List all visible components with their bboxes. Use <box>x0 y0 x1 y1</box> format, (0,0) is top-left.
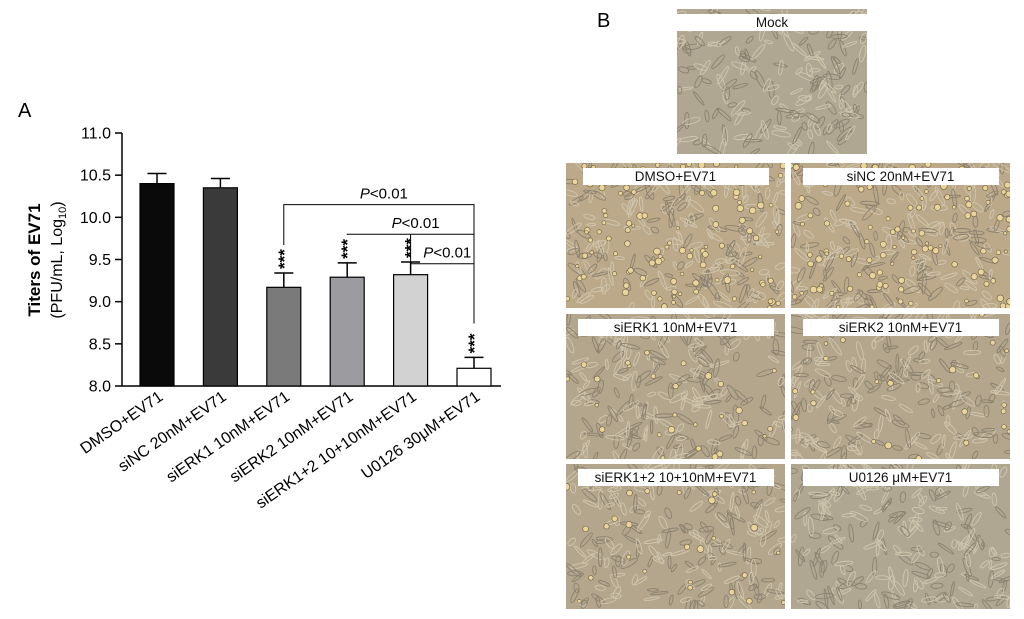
y-tick-label: 10.5 <box>80 168 111 185</box>
p-value-label: P<0.01 <box>392 215 440 232</box>
micrograph-label: siERK2 10nM+EV71 <box>802 319 999 336</box>
micrograph-image <box>566 314 785 459</box>
y-tick-label: 8.5 <box>89 336 111 353</box>
category-label: siNC 20nM+EV71 <box>115 388 229 475</box>
micrograph-image <box>566 464 785 609</box>
micrograph-tile: Mock <box>677 9 867 154</box>
micrograph-label: siERK1 10nM+EV71 <box>577 319 774 336</box>
bar-0 <box>139 183 175 387</box>
significance-mark: *** <box>465 333 484 353</box>
micrograph-label: Mock <box>677 14 867 31</box>
y-axis-title: Titers of EV71 <box>25 203 44 316</box>
micrograph-tile: siERK1 10nM+EV71 <box>566 314 785 459</box>
micrograph-tile: DMSO+EV71 <box>566 163 785 308</box>
panel-b-label: B <box>597 10 611 32</box>
y-tick-label: 10.0 <box>80 210 111 227</box>
p-value-label: P<0.01 <box>423 245 471 262</box>
y-tick-label: 9.0 <box>89 294 111 311</box>
micrograph-label: DMSO+EV71 <box>582 168 769 185</box>
p-value-label: P<0.01 <box>360 186 408 203</box>
micrograph-tile: U0126 μM+EV71 <box>791 464 1010 609</box>
micrograph-tile: siERK2 10nM+EV71 <box>791 314 1010 459</box>
panel-a-label: A <box>18 100 32 122</box>
micrograph-label: siERK1+2 10+10nM+EV71 <box>577 469 774 486</box>
category-label: U0126 30μM+EV71 <box>359 388 484 483</box>
micrograph-image <box>791 314 1010 459</box>
y-tick-label: 8.0 <box>89 379 111 396</box>
bar-5 <box>456 367 492 387</box>
micrograph-image <box>791 464 1010 609</box>
micrograph-image <box>566 163 785 308</box>
bar-2 <box>266 286 302 387</box>
bar-1 <box>202 187 238 387</box>
bar-chart: 8.0 8.5 9.0 9.5 10.0 10.5 11.0 Titers of EV71 (P… <box>25 126 501 512</box>
significance-mark: *** <box>338 239 357 259</box>
significance-mark: *** <box>275 249 294 269</box>
bar-4 <box>393 274 429 387</box>
bar-3 <box>329 276 365 387</box>
micrograph-image <box>677 9 867 154</box>
micrograph-tile: siERK1+2 10+10nM+EV71 <box>566 464 785 609</box>
micrograph-label: siNC 20nM+EV71 <box>802 168 999 185</box>
y-tick-label: 11.0 <box>81 126 111 143</box>
micrograph-label: U0126 μM+EV71 <box>802 469 999 486</box>
micrograph-tile: siNC 20nM+EV71 <box>791 163 1010 308</box>
y-tick-label: 9.5 <box>89 252 111 269</box>
y-axis-unit: (PFU/mL, Log10) <box>49 201 69 318</box>
comparison-bracket <box>410 234 475 324</box>
